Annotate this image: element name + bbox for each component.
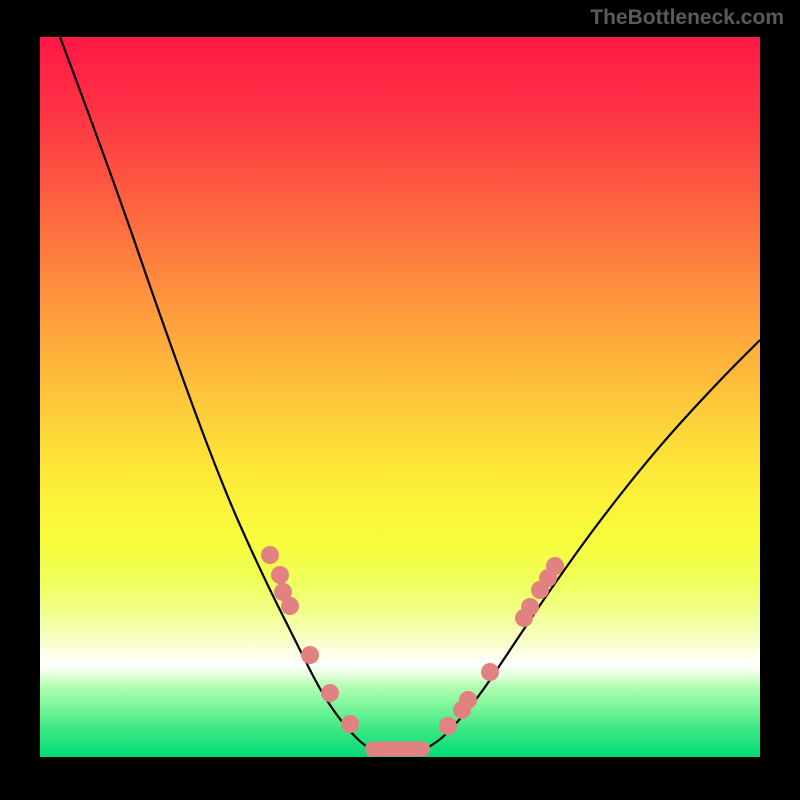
marker-group-left	[261, 546, 359, 733]
curve-marker	[481, 663, 499, 681]
curve-marker	[341, 715, 359, 733]
curve-marker	[546, 557, 564, 575]
curve-marker	[281, 597, 299, 615]
curve-marker	[321, 684, 339, 702]
plot-area	[40, 37, 760, 760]
watermark-text: TheBottleneck.com	[590, 6, 784, 30]
curve-marker	[301, 646, 319, 664]
marker-flat-segment	[365, 742, 430, 757]
chart-svg	[40, 37, 760, 760]
curve-marker	[261, 546, 279, 564]
bottleneck-curve	[60, 37, 760, 749]
curve-marker	[521, 598, 539, 616]
curve-marker	[439, 717, 457, 735]
curve-marker	[271, 566, 289, 584]
marker-group-right	[439, 557, 564, 735]
curve-marker	[459, 691, 477, 709]
